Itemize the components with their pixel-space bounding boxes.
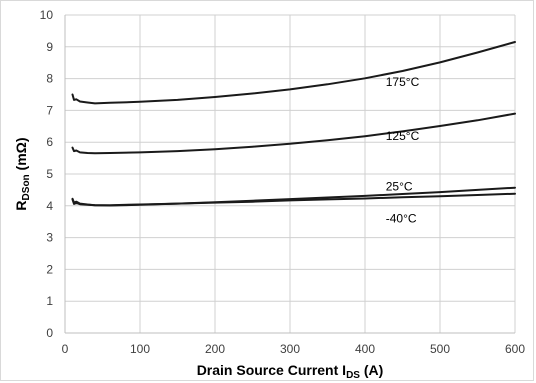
series-line: [71, 112, 516, 155]
series-label: 25°C: [386, 180, 413, 194]
series-label: -40°C: [386, 212, 417, 226]
x-tick-label: 100: [130, 342, 150, 356]
series-line: [71, 41, 516, 105]
x-tick-label: 300: [280, 342, 300, 356]
series-label: 175°C: [386, 75, 420, 89]
y-tick-label: 4: [46, 199, 53, 213]
grid: [64, 14, 516, 334]
x-axis-title: Drain Source Current IDS (A): [197, 362, 384, 381]
y-tick-label: 5: [46, 167, 53, 181]
y-tick-label: 10: [40, 8, 54, 22]
y-tick-label: 0: [46, 326, 53, 340]
y-tick-label: 2: [46, 262, 53, 276]
x-tick-label: 400: [355, 342, 375, 356]
series-labels: 175°C 125°C 25°C -40°C: [386, 75, 420, 226]
x-tick-label: 600: [505, 342, 525, 356]
series-line: [71, 192, 516, 207]
y-tick-label: 3: [46, 231, 53, 245]
series-label: 125°C: [386, 129, 420, 143]
y-axis-title: RDSon (mΩ): [13, 137, 32, 210]
x-tick-label: 0: [62, 342, 69, 356]
y-tick-label: 9: [46, 40, 53, 54]
x-tick-label: 500: [430, 342, 450, 356]
axes: [64, 15, 515, 334]
y-tick-label: 1: [46, 294, 53, 308]
y-tick-label: 8: [46, 72, 53, 86]
y-tick-label: 7: [46, 103, 53, 117]
x-tick-label: 200: [205, 342, 225, 356]
y-tick-label: 6: [46, 135, 53, 149]
series-lines: [71, 41, 516, 207]
